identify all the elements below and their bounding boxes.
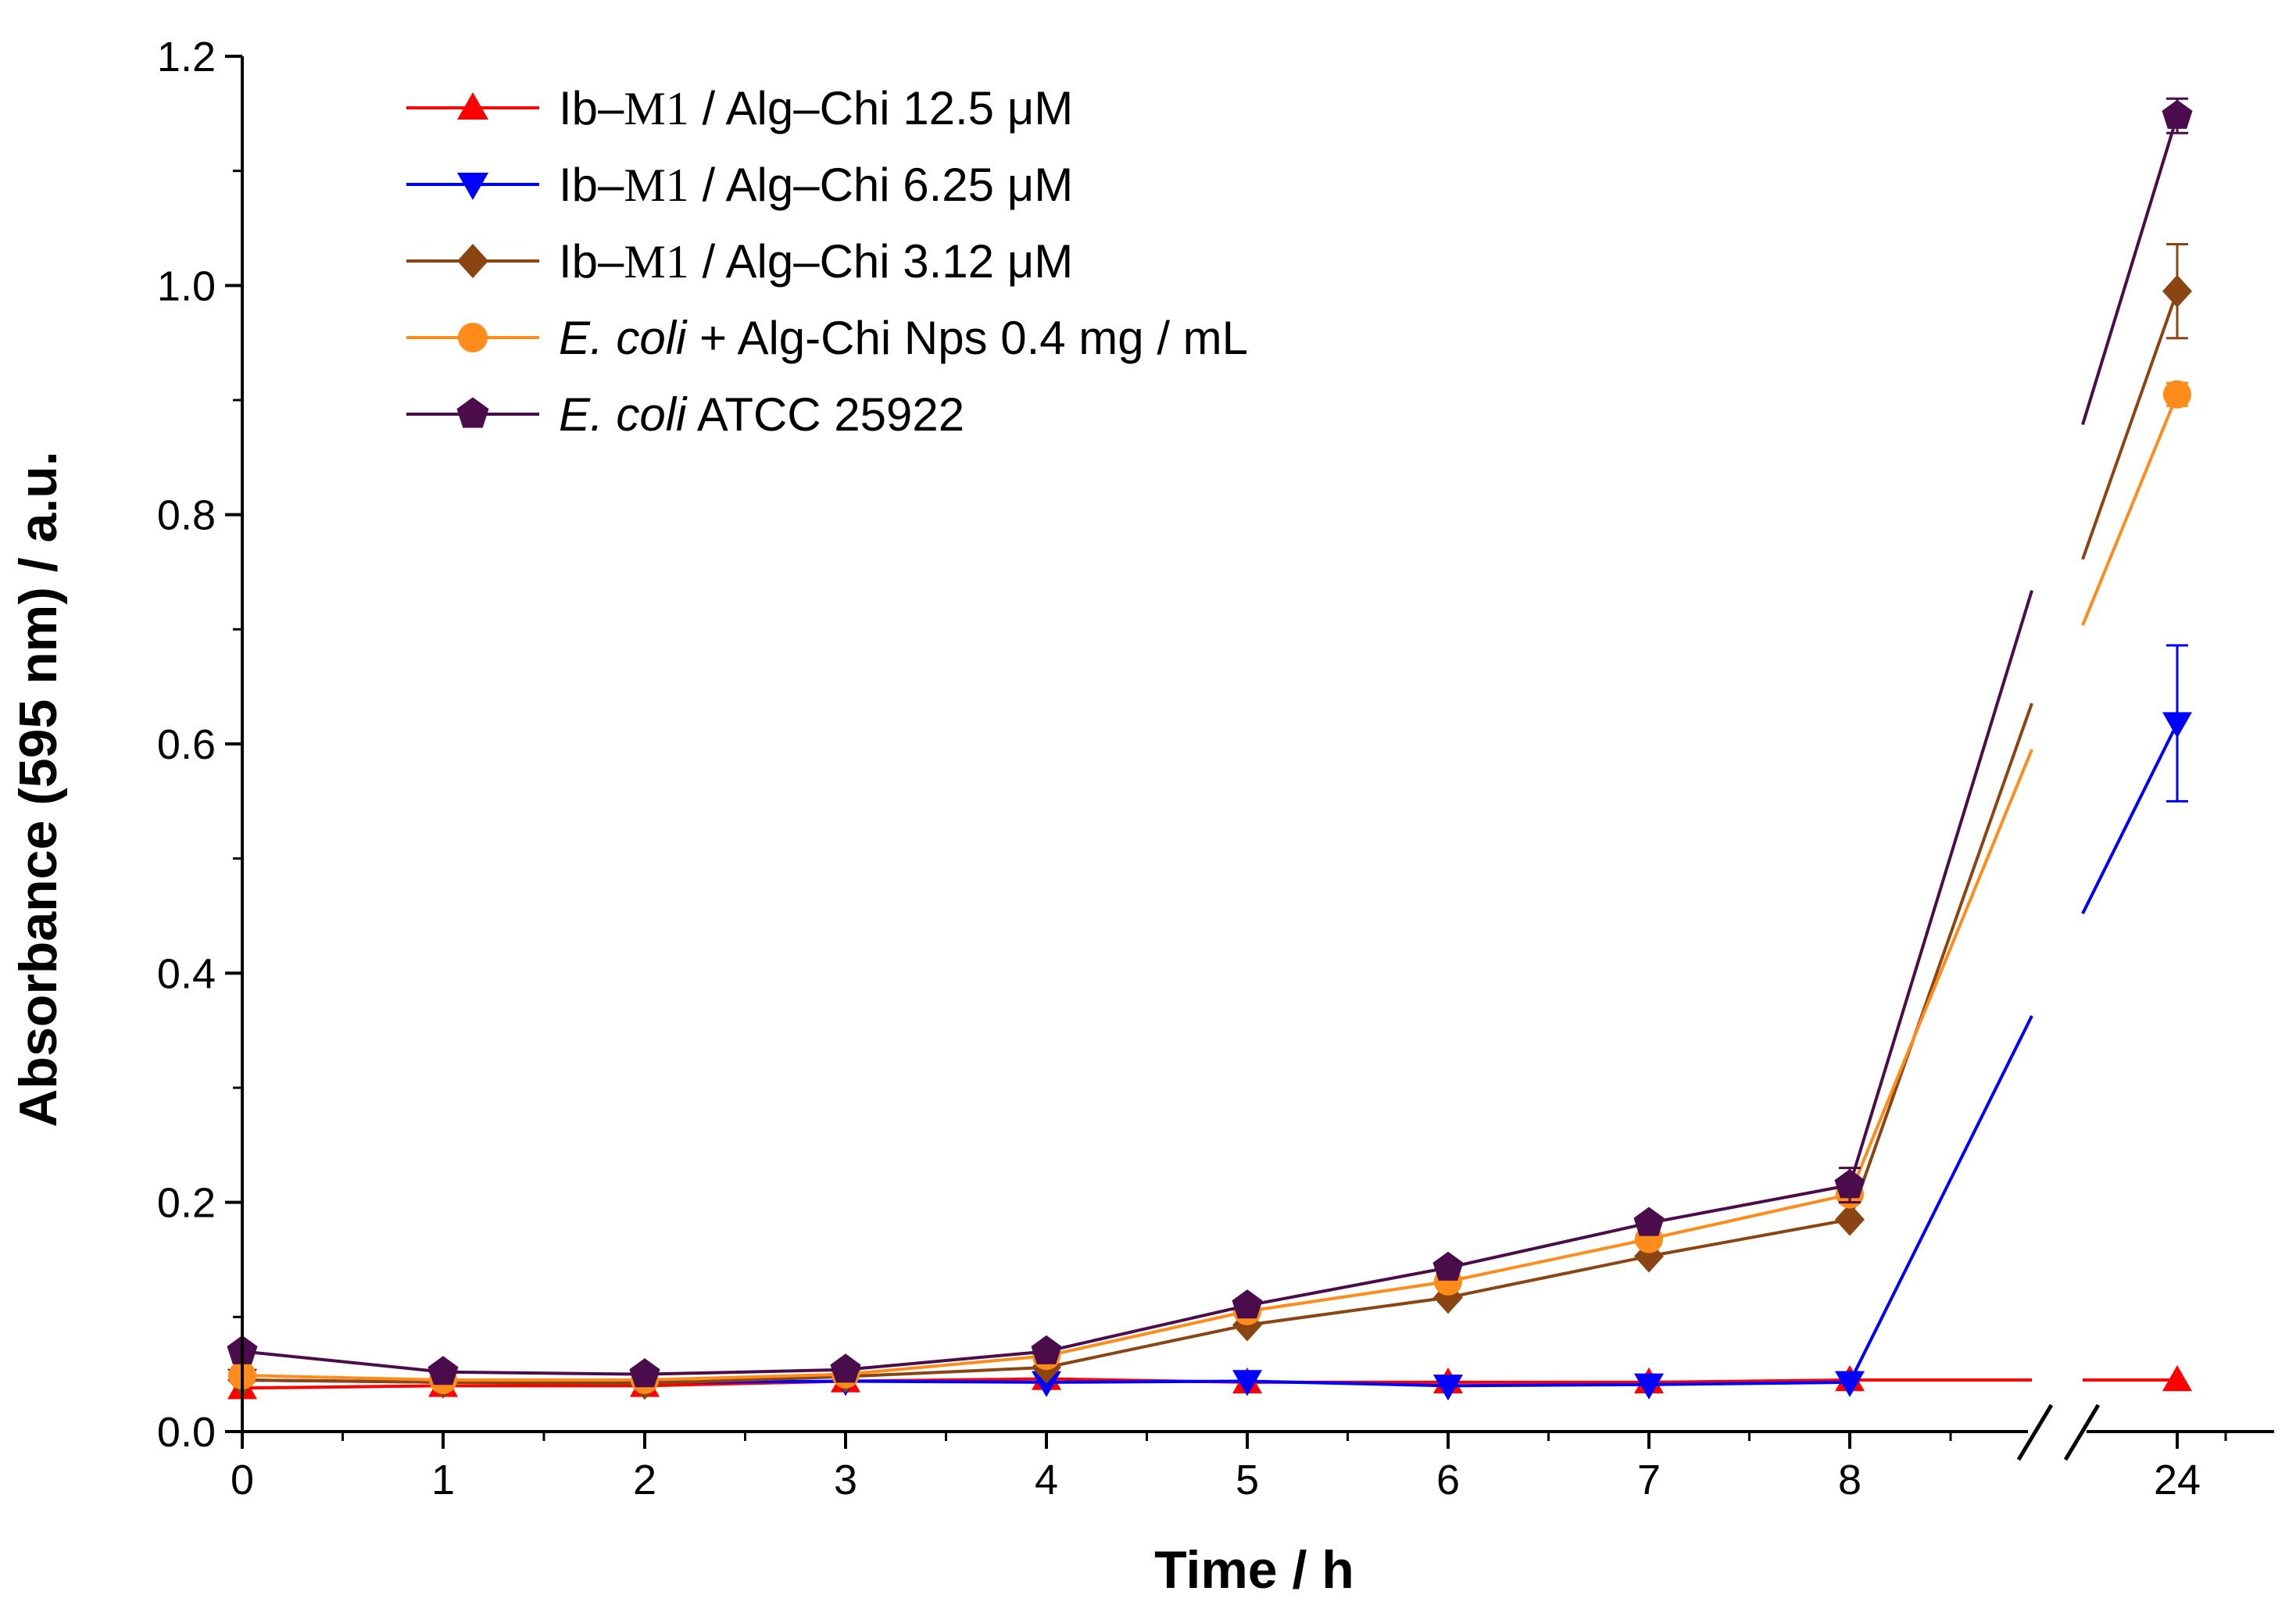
- data-point: [2162, 1365, 2192, 1392]
- legend-entry-3: E. coli + Alg-Chi Nps 0.4 mg / mL: [406, 312, 1248, 364]
- axes-layer: 0.0 0.2 0.4 0.6 0.8 1.0 1.2 0 1 2 3 4 5 6 7 8 24: [157, 34, 2274, 1503]
- series-3: [227, 380, 2192, 1395]
- legend-marker: [457, 244, 488, 278]
- data-point: [1834, 1169, 1865, 1199]
- legend-marker: [456, 397, 489, 428]
- data-point: [1835, 1371, 1865, 1397]
- legend-marker: [457, 92, 488, 120]
- series-line-segment: [1848, 749, 2033, 1196]
- y-tick-label: 0.6: [157, 721, 216, 768]
- y-tick-label: 0.4: [157, 950, 216, 997]
- legend-entry-4: E. coli ATCC 25922: [406, 388, 964, 441]
- axis-break-mark: [2016, 1403, 2054, 1461]
- data-point: [1232, 1289, 1263, 1319]
- y-tick-label: 1.0: [157, 263, 216, 309]
- legend-label: Ib–M1 / Alg–Chi 3.12 μM: [559, 235, 1073, 288]
- data-point: [830, 1353, 861, 1383]
- data-point: [2162, 274, 2192, 308]
- series-line-segment: [1848, 1015, 2033, 1383]
- series-line-segment: [1848, 590, 2033, 1186]
- legend-marker: [457, 173, 488, 200]
- legend-entry-2: Ib–M1 / Alg–Chi 3.12 μM: [406, 235, 1073, 288]
- legend-label: Ib–M1 / Alg–Chi 12.5 μM: [559, 82, 1073, 134]
- x-tick-label: 1: [431, 1457, 455, 1503]
- series-layer: [227, 97, 2193, 1401]
- series-2: [227, 243, 2192, 1400]
- data-point: [1433, 1281, 1463, 1314]
- data-point: [1433, 1375, 1463, 1401]
- legend-label: E. coli ATCC 25922: [559, 388, 964, 441]
- plot-area: 0.0 0.2 0.4 0.6 0.8 1.0 1.2 0 1 2 3 4 5 6 7 8 24: [157, 34, 2274, 1503]
- x-tick-label: 5: [1236, 1457, 1259, 1503]
- data-point: [1835, 1203, 1865, 1236]
- data-point: [2162, 99, 2193, 129]
- y-tick-label: 0.8: [157, 492, 216, 539]
- x-tick-label: 3: [834, 1457, 857, 1503]
- x-tick-label: 6: [1436, 1457, 1460, 1503]
- data-point: [427, 1356, 459, 1385]
- series-line-segment: [2081, 393, 2179, 627]
- x-tick-label: 0: [231, 1457, 254, 1503]
- legend-entry-0: Ib–M1 / Alg–Chi 12.5 μM: [406, 82, 1073, 134]
- data-point: [1032, 1371, 1061, 1397]
- data-point: [1634, 1373, 1664, 1400]
- x-tick-label: 24: [2154, 1457, 2201, 1503]
- data-point: [1633, 1207, 1665, 1236]
- legend: Ib–M1 / Alg–Chi 12.5 μM Ib–M1 / Alg–Chi 6…: [406, 82, 1248, 441]
- data-point: [1232, 1370, 1262, 1396]
- y-tick-label: 0.2: [157, 1180, 216, 1227]
- data-point: [2162, 712, 2192, 738]
- data-point: [1634, 1239, 1664, 1273]
- series-line-segment: [2081, 291, 2179, 560]
- y-tick-label: 0.0: [157, 1409, 216, 1456]
- series-4: [227, 97, 2193, 1388]
- x-axis-title: Time / h: [1154, 1540, 1354, 1600]
- legend-label: Ib–M1 / Alg–Chi 6.25 μM: [559, 159, 1073, 211]
- x-tick-label: 2: [633, 1457, 656, 1503]
- data-point: [1432, 1251, 1464, 1281]
- y-axis-title: Absorbance (595 nm) / a.u.: [9, 451, 68, 1127]
- series-line-segment: [2081, 722, 2179, 915]
- legend-label: E. coli + Alg-Chi Nps 0.4 mg / mL: [559, 312, 1248, 364]
- series-line-segment: [2081, 115, 2179, 426]
- x-tick-label: 4: [1035, 1457, 1058, 1503]
- series-line-segment: [1848, 703, 2033, 1221]
- series-1: [227, 644, 2192, 1401]
- data-point: [2162, 380, 2192, 409]
- axis-break-mark: [2063, 1403, 2101, 1461]
- data-point: [629, 1358, 660, 1388]
- legend-entry-1: Ib–M1 / Alg–Chi 6.25 μM: [406, 159, 1073, 211]
- x-tick-label: 8: [1838, 1457, 1861, 1503]
- data-point: [1031, 1335, 1062, 1364]
- legend-marker: [458, 323, 488, 352]
- y-tick-label: 1.2: [157, 34, 216, 80]
- x-tick-label: 7: [1637, 1457, 1661, 1503]
